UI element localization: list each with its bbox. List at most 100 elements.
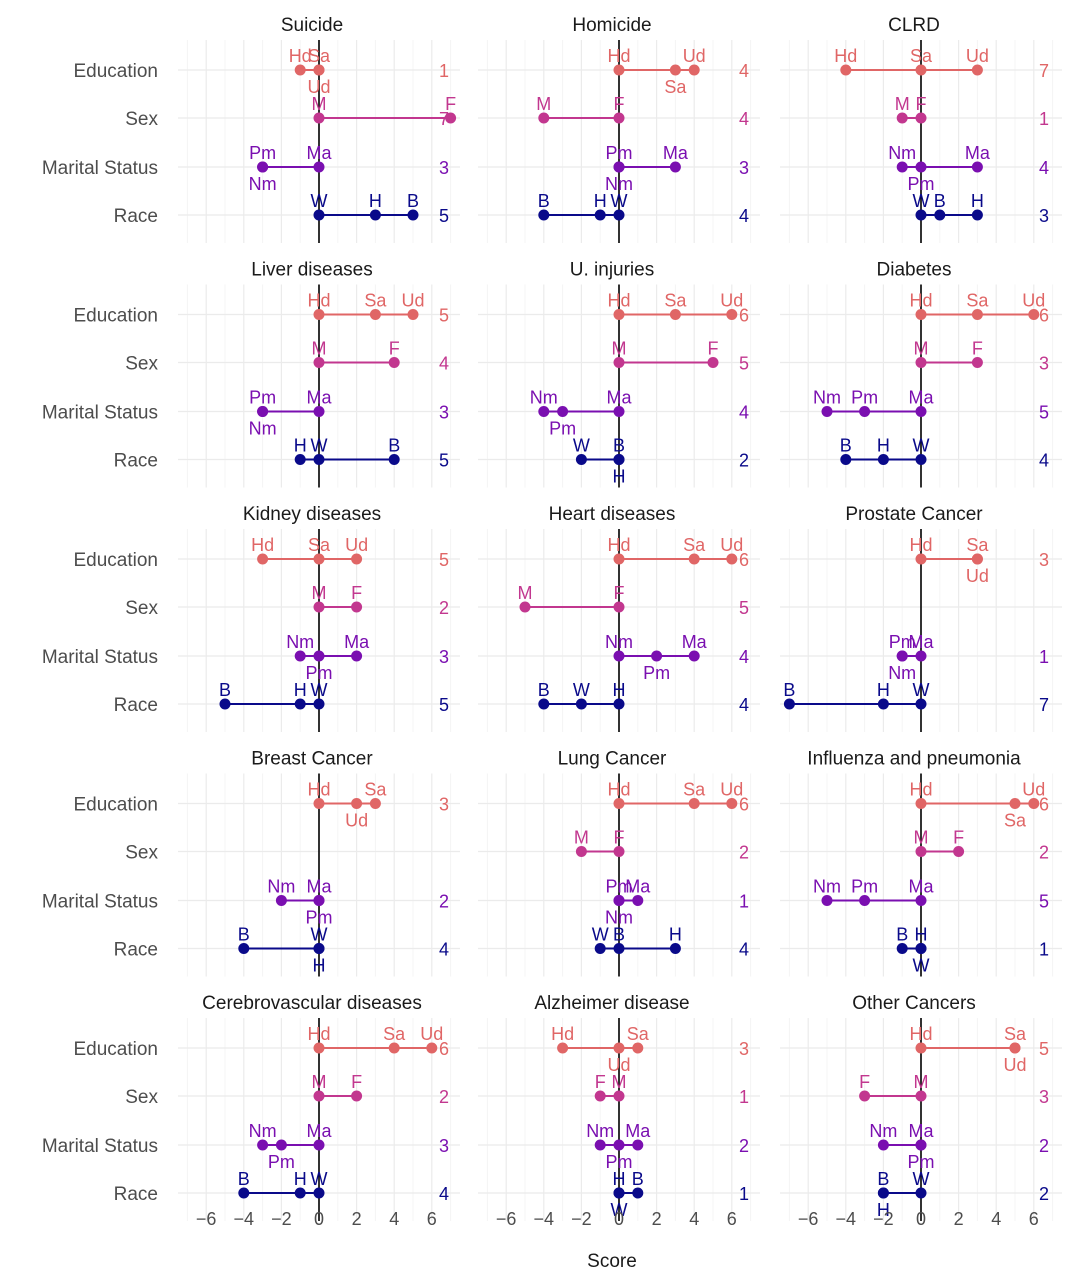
panel-influenza-and-pneumonia-sex-point-f bbox=[953, 846, 965, 857]
panel-liver-diseases-sex-point-m bbox=[313, 357, 325, 368]
panel-kidney-diseases-education-label-sa: Sa bbox=[308, 535, 331, 555]
panel-kidney-diseases-race-point-w bbox=[313, 698, 325, 710]
y-label-sex: Sex bbox=[125, 843, 158, 864]
panel-other-cancers-education-label-sa: Sa bbox=[1004, 1024, 1027, 1044]
panel-breast-cancer-race-label-b: B bbox=[238, 925, 250, 945]
panel-cerebrovascular-diseases-race-count: 4 bbox=[439, 1184, 449, 1204]
panel-prostate-cancer-race-point-h bbox=[877, 698, 889, 710]
panel-breast-cancer-education-label-sa: Sa bbox=[364, 780, 387, 800]
panel-alzheimer-disease-race-point-b bbox=[632, 1187, 644, 1199]
panel-suicide-race-point-h bbox=[369, 209, 381, 221]
panel-u-injuries-sex-label-f: F bbox=[708, 339, 719, 359]
panel-suicide-race-label-b: B bbox=[407, 191, 419, 211]
panel-heart-diseases-education-point-ud bbox=[726, 553, 738, 565]
panel-clrd-marital-status-point-ma bbox=[971, 161, 983, 173]
x-tick-label: −6 bbox=[798, 1209, 819, 1229]
panel-cerebrovascular-diseases-marital-status-point-pm bbox=[275, 1139, 287, 1151]
panel-prostate-cancer-race-point-b bbox=[783, 698, 795, 710]
panel-clrd-race-label-b: B bbox=[934, 191, 946, 211]
panel-heart-diseases-title: Heart diseases bbox=[549, 504, 676, 525]
panel-liver-diseases-education-count: 5 bbox=[439, 306, 449, 326]
panel-other-cancers-education-label-hd: Hd bbox=[909, 1024, 932, 1044]
panel-breast-cancer-education-point-ud bbox=[351, 798, 363, 809]
panel-diabetes-marital-status-count: 5 bbox=[1039, 403, 1049, 423]
panel-homicide-sex-point-f bbox=[613, 112, 625, 124]
panel-cerebrovascular-diseases-marital-status-label-pm: Pm bbox=[268, 1152, 295, 1172]
x-tick-label: 0 bbox=[614, 1209, 624, 1229]
panel-cerebrovascular-diseases-marital-status-point-ma bbox=[313, 1139, 325, 1151]
panel-lung-cancer-sex-label-m: M bbox=[574, 828, 589, 848]
panel-homicide-race-point-b bbox=[538, 209, 550, 221]
panel-diabetes-sex-count: 3 bbox=[1039, 354, 1049, 374]
panel-suicide-education-count: 1 bbox=[439, 61, 449, 81]
x-tick-label: −4 bbox=[836, 1209, 857, 1229]
panel-prostate-cancer-race-label-b: B bbox=[783, 680, 795, 700]
panel-cerebrovascular-diseases-marital-status-label-ma: Ma bbox=[306, 1121, 332, 1141]
panel-suicide-marital-status-label-ma: Ma bbox=[306, 143, 332, 163]
x-axis-title: Score bbox=[587, 1251, 637, 1272]
panel-suicide-race-label-h: H bbox=[369, 191, 382, 211]
y-label-education: Education bbox=[73, 306, 158, 327]
panel-lung-cancer-race-point-h bbox=[669, 943, 681, 954]
panel-homicide-education-count: 4 bbox=[739, 61, 749, 81]
y-label-education: Education bbox=[73, 61, 158, 82]
panel-suicide-education-label-ud: Ud bbox=[307, 77, 330, 97]
panel-diabetes-sex-point-f bbox=[971, 357, 983, 368]
panel-clrd-sex-count: 1 bbox=[1039, 109, 1049, 129]
panel-homicide-sex-point-m bbox=[538, 112, 550, 124]
panel-liver-diseases-education-point-hd bbox=[313, 309, 325, 320]
panel-other-cancers-sex-label-f: F bbox=[859, 1072, 870, 1092]
panel-suicide-sex-point-f bbox=[445, 112, 457, 124]
panel-liver-diseases-marital-status-label-ma: Ma bbox=[306, 388, 332, 408]
panel-homicide-education-point-hd bbox=[613, 64, 625, 76]
panel-lung-cancer-race-label-b: B bbox=[613, 925, 625, 945]
panel-alzheimer-disease-sex-count: 1 bbox=[739, 1087, 749, 1107]
panel-influenza-and-pneumonia-education-label-sa: Sa bbox=[1004, 811, 1027, 831]
panel-alzheimer-disease-sex-point-m bbox=[613, 1090, 625, 1102]
panel-heart-diseases-marital-status-label-nm: Nm bbox=[605, 632, 633, 652]
panel-u-injuries-title: U. injuries bbox=[570, 260, 654, 281]
panel-diabetes-title: Diabetes bbox=[877, 260, 952, 281]
panel-u-injuries-education-point-hd bbox=[613, 309, 625, 320]
panel-heart-diseases-race-count: 4 bbox=[739, 695, 749, 715]
panel-kidney-diseases-race-label-h: H bbox=[294, 680, 307, 700]
panel-liver-diseases-sex-count: 4 bbox=[439, 354, 449, 374]
panel-u-injuries-education-label-ud: Ud bbox=[720, 291, 743, 311]
panel-other-cancers-sex-point-f bbox=[859, 1090, 871, 1102]
panel-cerebrovascular-diseases-marital-status-point-nm bbox=[257, 1139, 269, 1151]
x-tick-label: −2 bbox=[271, 1209, 292, 1229]
panel-homicide-race-count: 4 bbox=[739, 206, 749, 226]
panel-suicide-title: Suicide bbox=[281, 15, 343, 36]
panel-heart-diseases-sex-count: 5 bbox=[739, 598, 749, 618]
x-tick-label: 6 bbox=[1029, 1209, 1039, 1229]
panel-suicide-race-point-w bbox=[313, 209, 325, 221]
panel-kidney-diseases-race-label-w: W bbox=[311, 680, 328, 700]
panel-influenza-and-pneumonia-race-point-b bbox=[896, 943, 908, 954]
y-label-marital-status: Marital Status bbox=[42, 403, 158, 424]
panel-other-cancers-marital-status-label-nm: Nm bbox=[869, 1121, 897, 1141]
panel-suicide-sex-label-m: M bbox=[312, 94, 327, 114]
panel-u-injuries-marital-status-label-ma: Ma bbox=[606, 388, 632, 408]
panel-cerebrovascular-diseases-race-label-w: W bbox=[311, 1169, 328, 1189]
panel-suicide-sex-label-f: F bbox=[445, 94, 456, 114]
x-tick-label: 4 bbox=[689, 1209, 699, 1229]
panel-suicide-marital-status-point-nm bbox=[257, 161, 269, 173]
panel-breast-cancer-race-label-h: H bbox=[313, 956, 326, 976]
panel-heart-diseases-race-point-b bbox=[538, 698, 550, 710]
panel-diabetes-marital-status-point-nm bbox=[821, 406, 833, 417]
panel-homicide-education-label-hd: Hd bbox=[607, 46, 630, 66]
panel-heart-diseases-marital-status-point-ma bbox=[688, 650, 700, 662]
panel-clrd-education-point-ud bbox=[971, 64, 983, 76]
panel-heart-diseases-education-label-hd: Hd bbox=[607, 535, 630, 555]
panel-liver-diseases-sex-label-f: F bbox=[389, 339, 400, 359]
panel-diabetes-sex-label-f: F bbox=[972, 339, 983, 359]
x-tick-label: 6 bbox=[427, 1209, 437, 1229]
panel-diabetes-marital-status-point-ma bbox=[915, 406, 927, 417]
panel-clrd-education-point-sa bbox=[915, 64, 927, 76]
panel-clrd-education-point-hd bbox=[840, 64, 852, 76]
panel-other-cancers-marital-status-count: 2 bbox=[1039, 1136, 1049, 1156]
panel-alzheimer-disease-marital-status-count: 2 bbox=[739, 1136, 749, 1156]
panel-alzheimer-disease-sex-point-f bbox=[594, 1090, 606, 1102]
panel-liver-diseases-marital-status-count: 3 bbox=[439, 403, 449, 423]
panel-other-cancers-title: Other Cancers bbox=[852, 993, 976, 1014]
